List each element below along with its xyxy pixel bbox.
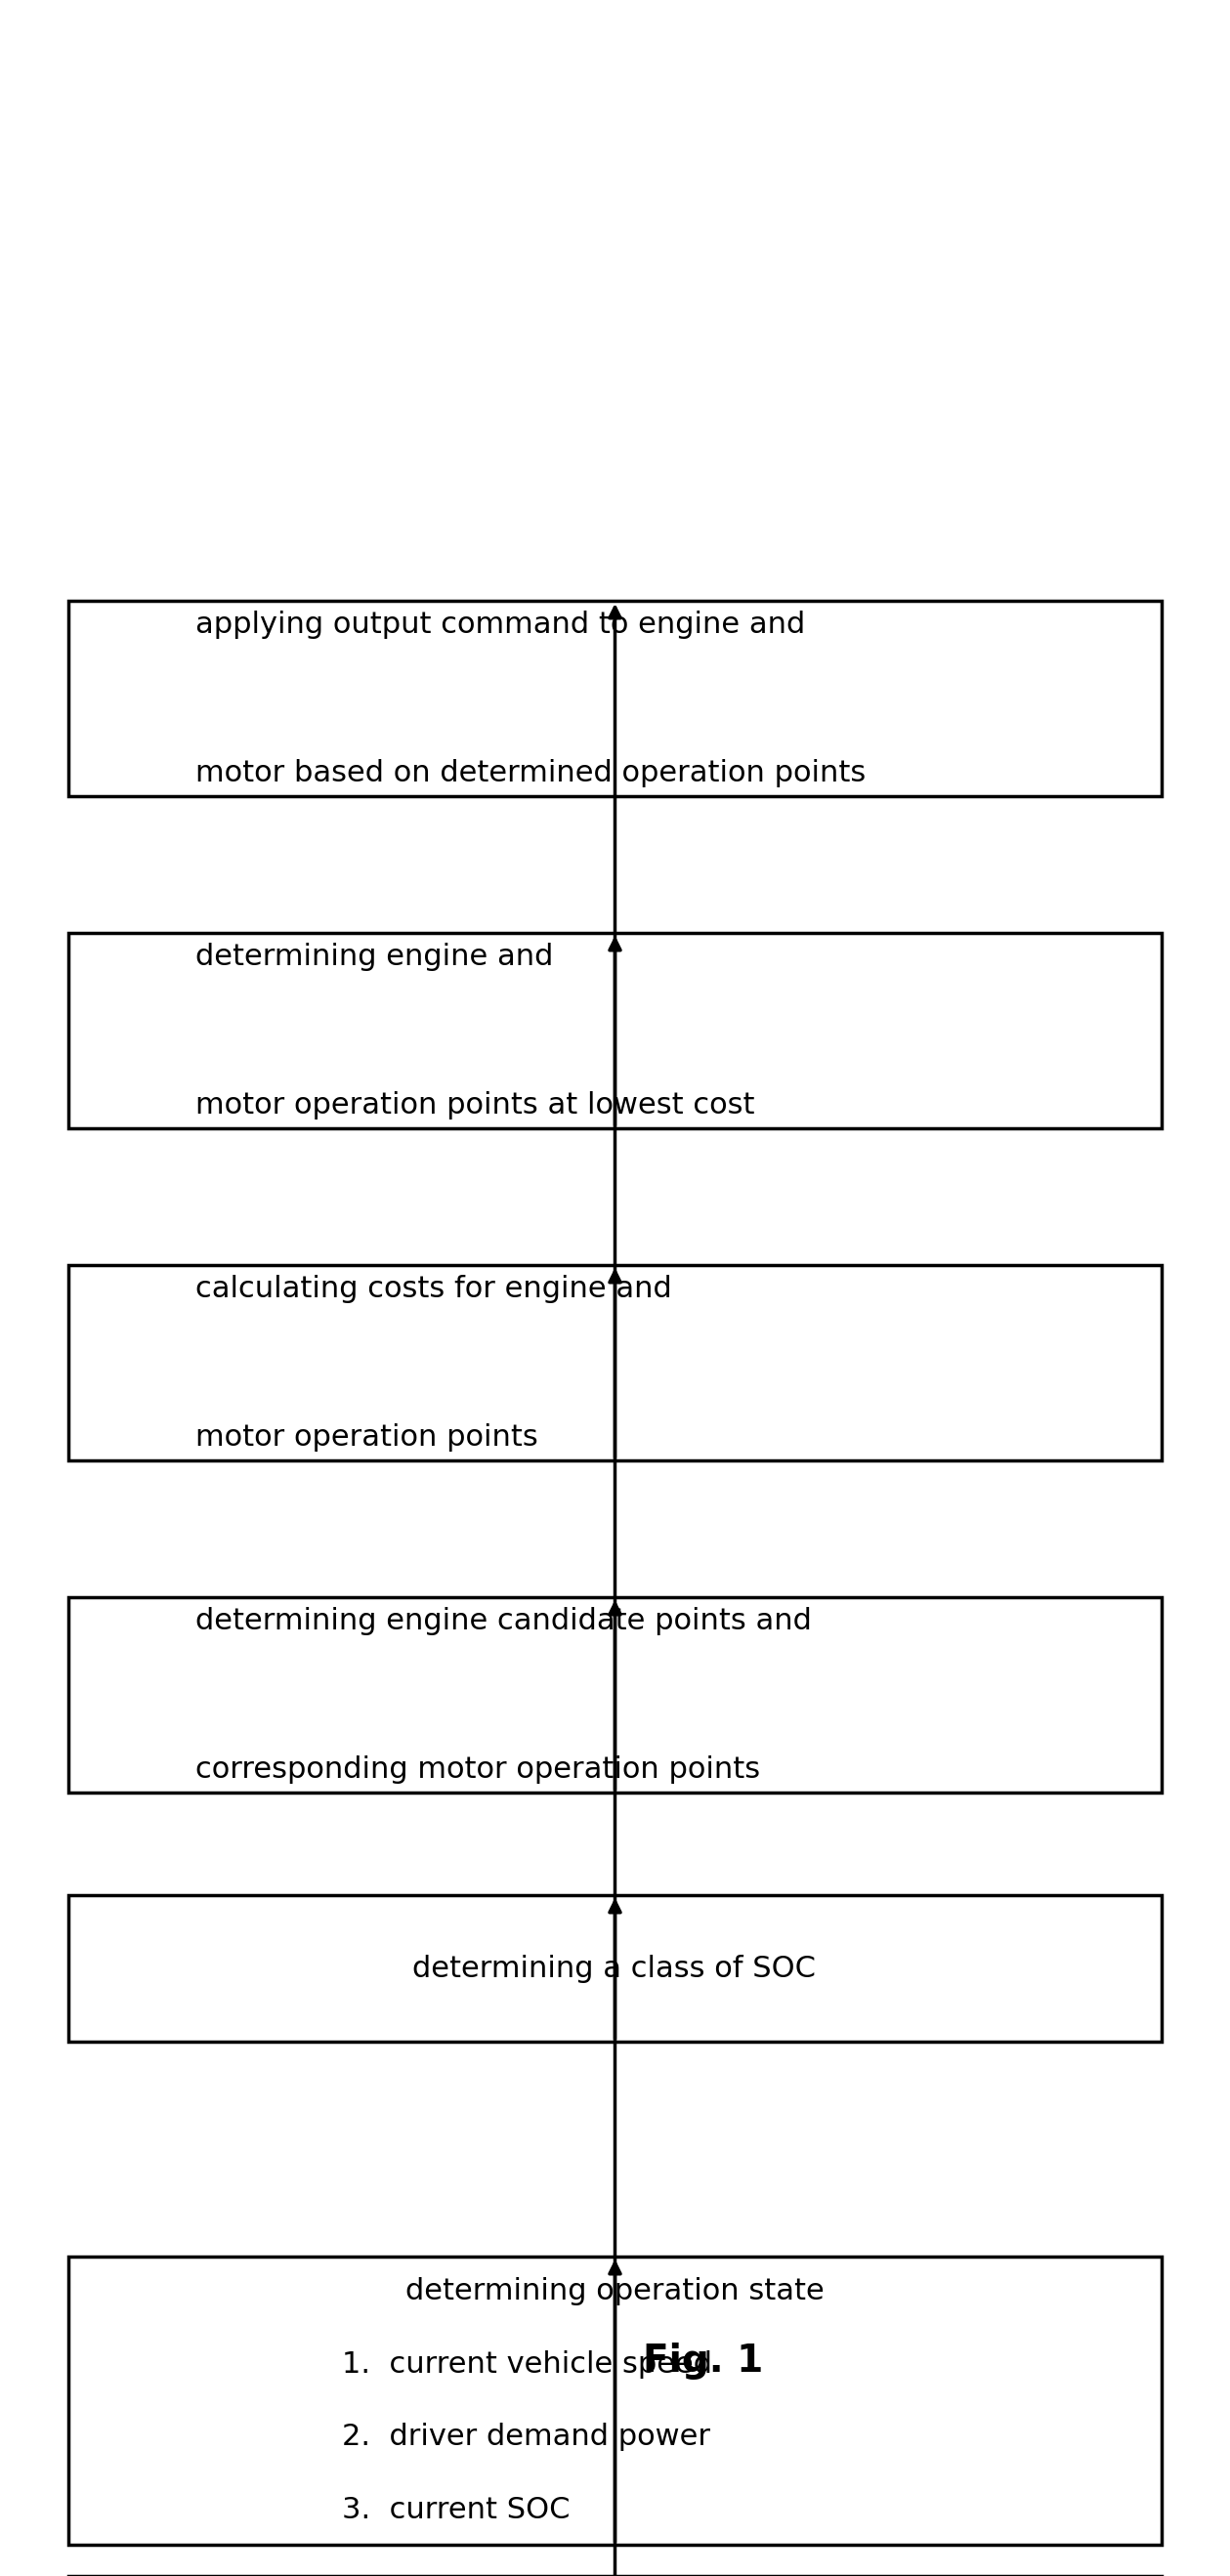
Text: determining a class of SOC: determining a class of SOC xyxy=(413,1955,817,1984)
Text: Fig. 1: Fig. 1 xyxy=(643,2342,764,2380)
Text: corresponding motor operation points: corresponding motor operation points xyxy=(196,1754,760,1783)
Text: motor operation points: motor operation points xyxy=(196,1422,538,1450)
Text: determining engine and: determining engine and xyxy=(196,943,554,971)
Text: determining engine candidate points and: determining engine candidate points and xyxy=(196,1607,812,1636)
Text: determining operation state: determining operation state xyxy=(405,2277,824,2306)
Bar xyxy=(69,1896,1161,2043)
Text: 1.  current vehicle speed: 1. current vehicle speed xyxy=(342,2349,712,2378)
Bar xyxy=(69,600,1161,796)
Text: calculating costs for engine and: calculating costs for engine and xyxy=(196,1275,672,1303)
Text: applying output command to engine and: applying output command to engine and xyxy=(196,611,806,639)
Bar xyxy=(69,2257,1161,2545)
Bar xyxy=(69,1265,1161,1461)
Text: motor operation points at lowest cost: motor operation points at lowest cost xyxy=(196,1090,755,1118)
Text: motor based on determined operation points: motor based on determined operation poin… xyxy=(196,757,866,786)
Text: 3.  current SOC: 3. current SOC xyxy=(342,2496,569,2524)
Bar xyxy=(69,1597,1161,1793)
Bar xyxy=(69,933,1161,1128)
Text: 2.  driver demand power: 2. driver demand power xyxy=(342,2424,710,2452)
